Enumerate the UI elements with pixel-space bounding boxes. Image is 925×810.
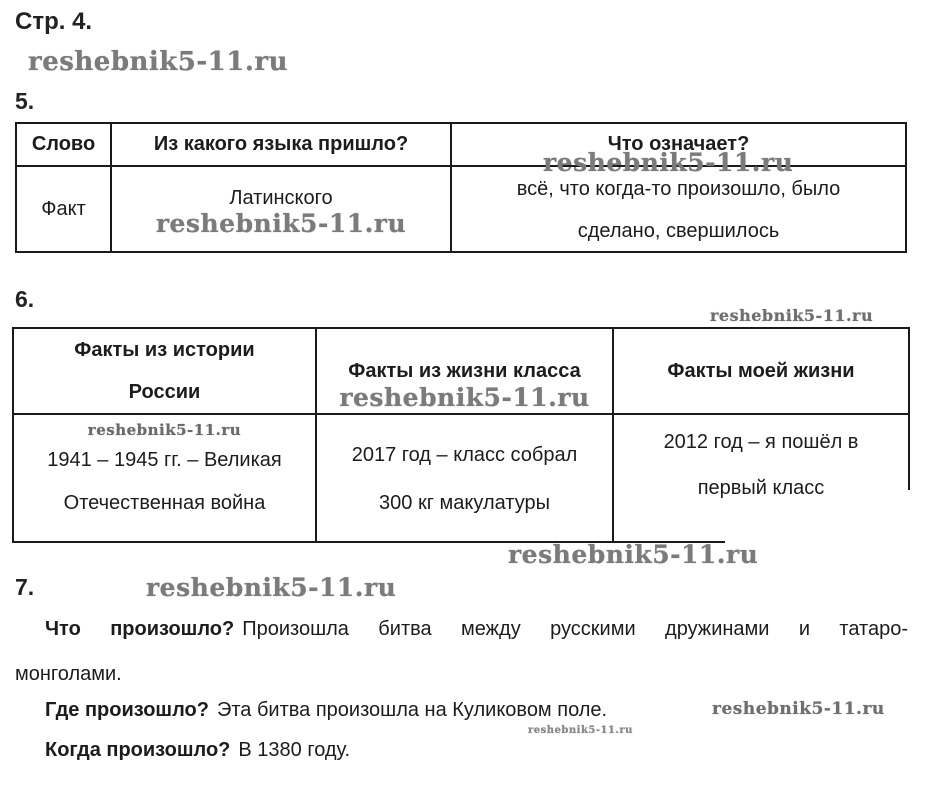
watermark: reshebnik5-11.ru — [87, 421, 242, 439]
table5-cell-origin: Латинского reshebnik5-11.ru — [110, 165, 452, 253]
q3-question: Когда произошло? — [45, 739, 231, 761]
q2-line: Где произошло? Эта битва произошла на Кул… — [15, 697, 607, 723]
watermark: reshebnik5-11.ru — [712, 699, 885, 719]
watermark: reshebnik5-11.ru — [543, 148, 794, 177]
table6-cell-history: reshebnik5-11.ru 1941 – 1945 гг. – Велик… — [12, 413, 317, 543]
table6-header-my-life: Факты моей жизни — [612, 327, 910, 415]
page-title: Стр. 4. — [15, 8, 93, 35]
header-history-line1: Факты из истории — [74, 339, 255, 361]
section5-label: 5. — [15, 88, 35, 114]
header-class-label: Факты из жизни класса — [348, 359, 581, 382]
watermark: reshebnik5-11.ru — [339, 383, 590, 412]
table5-header-word: Слово — [15, 122, 112, 167]
table5-cell-word: Факт — [15, 165, 112, 253]
header-history-line2: России — [128, 381, 201, 403]
table6-cell-my-life: 2012 год – я пошёл в первый класс — [612, 413, 910, 543]
watermark: reshebnik5-11.ru — [508, 540, 759, 569]
q3-answer: В 1380 году. — [238, 739, 351, 761]
history-line2: Отечественная война — [63, 492, 266, 514]
q1-answer-line1: Произошла битва между русскими дружинами… — [242, 618, 908, 640]
watermark: reshebnik5-11.ru — [528, 725, 633, 736]
q1-question: Что произошло? — [45, 618, 235, 640]
word-origin-table: Слово Из какого языка пришло? Что означа… — [15, 122, 907, 253]
facts-table: Факты из истории России Факты из жизни к… — [12, 327, 913, 544]
class-line1: 2017 год – класс собрал — [351, 444, 578, 466]
table6-header-history: Факты из истории России — [12, 327, 317, 415]
table5-header-row: Слово Из какого языка пришло? Что означа… — [15, 122, 907, 167]
table5-cell-meaning: всё, что когда-то произошло, было сделан… — [450, 165, 907, 253]
q1-line1: Что произошло? Произошла битва между русс… — [15, 616, 908, 642]
my-life-line2: первый класс — [697, 477, 825, 499]
meaning-line2: сделано, свершилось — [577, 220, 780, 242]
table6-header-class: Факты из жизни класса reshebnik5-11.ru — [315, 327, 614, 415]
watermark: reshebnik5-11.ru — [146, 573, 397, 602]
my-life-line1: 2012 год – я пошёл в — [663, 431, 859, 453]
table5-header-origin: Из какого языка пришло? — [110, 122, 452, 167]
meaning-line1: всё, что когда-то произошло, было — [516, 178, 841, 200]
q1-line2: монголами. — [15, 663, 122, 685]
q2-question: Где произошло? — [45, 699, 209, 721]
section7-label: 7. — [15, 574, 35, 600]
table6-cell-class: 2017 год – класс собрал 300 кг макулатур… — [315, 413, 614, 543]
q3-line: Когда произошло? В 1380 году. — [15, 737, 350, 763]
history-line1: 1941 – 1945 гг. – Великая — [47, 449, 282, 471]
table6-data-row: reshebnik5-11.ru 1941 – 1945 гг. – Велик… — [12, 413, 910, 543]
watermark: reshebnik5-11.ru — [710, 306, 874, 325]
origin-text: Латинского — [229, 187, 333, 209]
table5-data-row: Факт Латинского reshebnik5-11.ru всё, чт… — [15, 165, 907, 253]
class-line2: 300 кг макулатуры — [379, 492, 550, 514]
border-cutoff-right — [903, 490, 913, 544]
section6-label: 6. — [15, 286, 35, 312]
border-cutoff-bottom — [725, 535, 910, 544]
table6-header-row: Факты из истории России Факты из жизни к… — [12, 327, 910, 415]
watermark: reshebnik5-11.ru — [155, 209, 407, 238]
watermark: reshebnik5-11.ru — [28, 47, 289, 77]
q2-answer: Эта битва произошла на Куликовом поле. — [216, 699, 608, 721]
table5-header-meaning: Что означает? — [450, 122, 907, 167]
